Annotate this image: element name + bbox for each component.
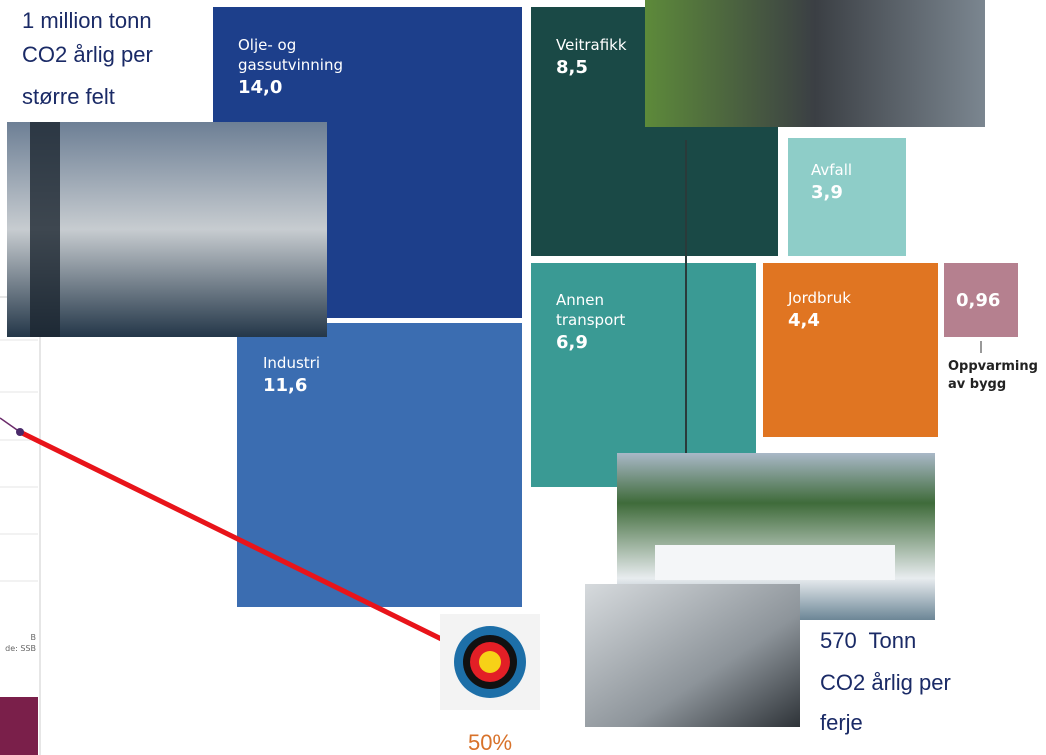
block-label: Olje- og <box>238 36 296 54</box>
annotation: 1 million tonn <box>22 8 152 33</box>
source-fragment: de: SSB <box>5 644 36 653</box>
source-fragment: B <box>31 633 37 642</box>
block-value: 8,5 <box>556 57 588 78</box>
side-panel <box>0 296 41 755</box>
annotation: CO2 årlig per <box>22 42 153 67</box>
block-label: Veitrafikk <box>556 36 627 54</box>
photo-platform <box>7 122 327 337</box>
caption: Oppvarming <box>948 359 1038 374</box>
panel-button[interactable] <box>0 697 38 755</box>
annotation: 570 Tonn <box>820 628 916 653</box>
block-label: Avfall <box>811 161 852 179</box>
annotation: større felt <box>22 84 115 109</box>
panel-grid <box>0 339 38 582</box>
block <box>788 138 906 256</box>
block <box>763 263 938 437</box>
panel-line <box>0 417 21 433</box>
block-label: Annen <box>556 291 604 309</box>
annotation: CO2 årlig per <box>820 670 951 695</box>
block-value: 4,4 <box>788 310 820 331</box>
block-label: transport <box>556 311 625 329</box>
block-value: 3,9 <box>811 182 843 203</box>
block-value: 0,96 <box>956 290 1000 311</box>
point <box>16 428 24 436</box>
block-value: 11,6 <box>263 375 307 396</box>
target-label: 50% <box>468 730 512 755</box>
block-value: 14,0 <box>238 77 282 98</box>
photo-detail <box>30 122 60 337</box>
block <box>944 263 1018 337</box>
block-label: Industri <box>263 354 320 372</box>
arrow <box>18 429 480 660</box>
block-label: gassutvinning <box>238 56 343 74</box>
photo-detail <box>655 545 895 580</box>
block <box>531 263 756 487</box>
caption: av bygg <box>948 377 1006 392</box>
photo-charger <box>585 584 800 727</box>
block-value: 6,9 <box>556 332 588 353</box>
block-label: Jordbruk <box>787 289 851 307</box>
photo-ev <box>645 0 985 127</box>
annotation: ferje <box>820 710 863 735</box>
